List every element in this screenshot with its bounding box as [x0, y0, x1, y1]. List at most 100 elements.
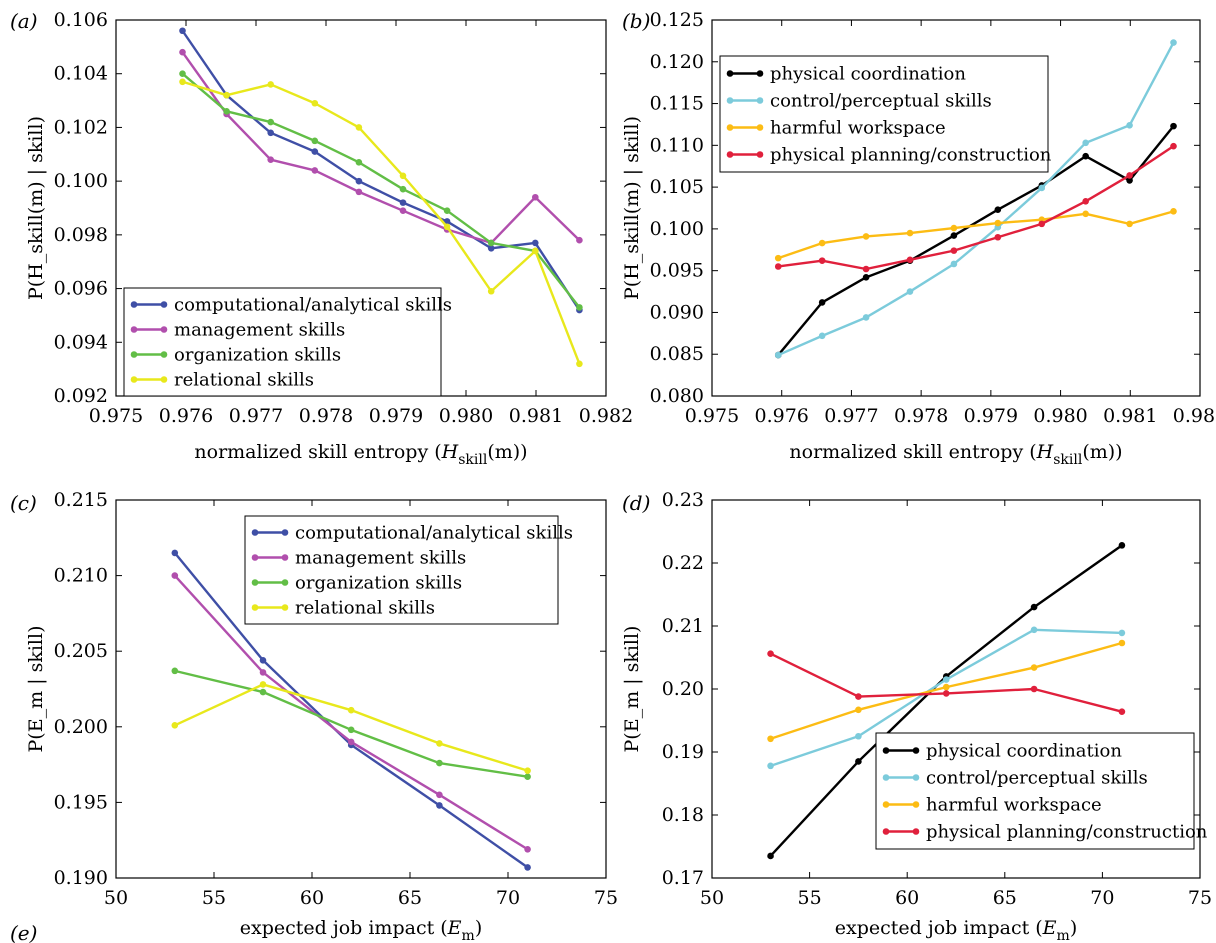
x-tick-label: 65	[398, 887, 422, 909]
legend-box	[123, 287, 442, 397]
data-point	[1082, 152, 1089, 160]
y-tick-label: 0.100	[54, 170, 108, 192]
data-point	[347, 726, 355, 734]
legend-label: organization skills	[174, 345, 341, 366]
data-point	[767, 650, 774, 658]
legend-entry: harmful workspace	[882, 795, 1102, 816]
y-tick-label: 0.18	[662, 804, 704, 826]
data-point	[171, 667, 179, 675]
data-point	[994, 233, 1002, 241]
legend-entry: control/perceptual skills	[882, 768, 1148, 789]
data-point	[524, 767, 531, 774]
x-tick-label: 0.980	[1033, 405, 1087, 427]
data-point	[774, 351, 782, 359]
legend-marker	[251, 604, 259, 611]
series-organization-skills	[171, 667, 531, 780]
data-point	[347, 738, 355, 746]
x-tick-label: 0.977	[824, 405, 878, 427]
legend-entry: relational skills	[251, 598, 435, 619]
data-point	[171, 721, 179, 729]
data-point	[1038, 220, 1046, 228]
series-harmful-workspace	[767, 639, 1126, 743]
series-control-perceptual-skills	[774, 39, 1177, 359]
data-point	[399, 199, 407, 206]
data-point	[906, 288, 914, 295]
data-point	[855, 758, 862, 765]
data-point	[818, 332, 826, 340]
y-tick-label: 0.205	[54, 640, 108, 662]
x-tick-label: 0.981	[509, 405, 563, 427]
data-point	[487, 244, 495, 252]
data-point	[862, 233, 870, 240]
data-point	[259, 681, 267, 688]
x-tick-label: 0.978	[894, 405, 948, 427]
data-point	[576, 236, 583, 244]
legend-label: harmful workspace	[770, 118, 946, 139]
x-tick-label: 0.976	[159, 405, 213, 427]
data-point	[862, 314, 870, 321]
y-tick-label: 0.104	[54, 63, 108, 85]
series-physical-planning-construction	[774, 142, 1177, 273]
y-tick-label: 0.105	[650, 176, 704, 198]
legend-marker	[726, 124, 734, 131]
data-point	[576, 360, 583, 368]
data-point	[1118, 629, 1126, 637]
y-tick-label: 0.098	[54, 224, 108, 246]
legend: computational/analytical skills managemen…	[123, 287, 452, 397]
series-line	[777, 210, 1174, 260]
legend-entry: physical coordination	[726, 64, 966, 85]
x-tick-label: 0.979	[964, 405, 1018, 427]
x-tick-label: 70	[496, 887, 520, 909]
data-point	[994, 219, 1002, 227]
data-point	[524, 845, 531, 853]
legend-marker	[160, 351, 168, 358]
data-point	[436, 802, 443, 809]
legend: computational/analytical skills managemen…	[244, 515, 573, 625]
data-point	[436, 791, 443, 799]
data-point	[1118, 639, 1126, 647]
x-tick-label: 50	[104, 887, 128, 909]
series-harmful-workspace	[774, 208, 1177, 262]
series-line	[777, 125, 1175, 356]
data-point	[436, 740, 443, 747]
data-point	[1126, 220, 1133, 228]
y-tick-label: 0.090	[650, 301, 704, 323]
x-tick-label: 75	[1188, 887, 1212, 909]
data-point	[1126, 121, 1133, 129]
y-tick-label: 0.106	[54, 9, 108, 31]
series-line	[777, 41, 1175, 357]
x-tick-label: 65	[993, 887, 1017, 909]
y-tick-label: 0.215	[54, 489, 108, 511]
legend-label: relational skills	[174, 370, 314, 391]
legend-marker	[882, 747, 890, 754]
data-point	[1030, 626, 1038, 634]
x-tick-label: 0.976	[755, 405, 809, 427]
data-point	[179, 27, 186, 35]
data-point	[1118, 708, 1126, 715]
data-point	[942, 683, 950, 691]
data-point	[487, 287, 495, 295]
legend: physical coordination control/perceptual …	[875, 732, 1208, 850]
data-point	[532, 239, 539, 247]
legend-marker	[912, 828, 920, 835]
data-point	[267, 118, 275, 126]
y-tick-label: 0.092	[54, 385, 108, 407]
series-management-skills	[171, 572, 531, 853]
x-tick-label: 0.981	[1103, 405, 1157, 427]
x-tick-label: 0.982	[579, 405, 633, 427]
legend-box	[875, 732, 1195, 850]
data-point	[1170, 39, 1177, 46]
legend-marker	[130, 351, 138, 358]
data-point	[311, 148, 319, 155]
legend-marker	[130, 376, 138, 383]
legend-label: organization skills	[295, 573, 462, 594]
data-point	[950, 232, 958, 239]
data-point	[994, 206, 1002, 213]
data-point	[267, 156, 275, 163]
series-management-skills	[179, 48, 583, 247]
y-tick-label: 0.115	[650, 93, 704, 115]
series-line	[181, 72, 581, 309]
legend-marker	[281, 579, 289, 586]
panel-label: (a)	[10, 9, 38, 33]
